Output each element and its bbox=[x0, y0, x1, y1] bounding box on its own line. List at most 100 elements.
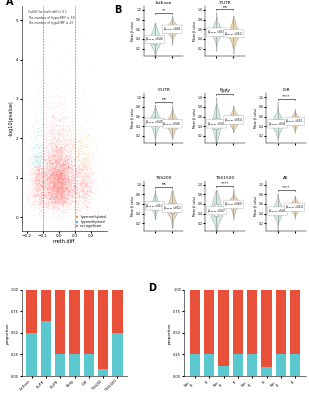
Point bbox=[83, 181, 88, 187]
Point bbox=[61, 167, 66, 173]
Point bbox=[51, 183, 56, 190]
Point bbox=[80, 202, 85, 209]
Point bbox=[54, 180, 59, 187]
Point bbox=[56, 136, 61, 143]
Point bbox=[63, 93, 68, 99]
Point bbox=[65, 186, 70, 192]
Point bbox=[82, 176, 87, 182]
Point bbox=[70, 120, 75, 127]
Point bbox=[57, 211, 62, 217]
Point bbox=[34, 157, 39, 163]
Point bbox=[48, 164, 53, 170]
Point bbox=[49, 179, 53, 185]
Point bbox=[51, 203, 56, 209]
Point bbox=[53, 199, 58, 205]
Point bbox=[80, 190, 85, 197]
Point bbox=[65, 156, 70, 162]
Point bbox=[30, 160, 35, 166]
Point bbox=[83, 174, 88, 180]
Point bbox=[51, 172, 56, 178]
Point bbox=[60, 155, 65, 161]
Point bbox=[62, 189, 67, 196]
Point bbox=[79, 160, 84, 166]
Point bbox=[30, 178, 35, 185]
Point bbox=[78, 180, 83, 186]
Point bbox=[70, 172, 75, 178]
Point bbox=[84, 153, 89, 160]
Point bbox=[52, 196, 57, 202]
Point bbox=[59, 172, 64, 178]
Point bbox=[85, 151, 90, 158]
Point bbox=[44, 183, 49, 190]
Point bbox=[32, 191, 37, 197]
Point bbox=[82, 191, 87, 198]
Point bbox=[87, 135, 92, 142]
Point bbox=[48, 192, 53, 198]
Point bbox=[36, 192, 41, 198]
Point bbox=[58, 188, 63, 194]
Point bbox=[53, 166, 58, 172]
Point bbox=[37, 159, 42, 166]
Point bbox=[86, 173, 91, 179]
Point bbox=[51, 202, 56, 208]
Point bbox=[52, 186, 57, 193]
Point bbox=[40, 116, 45, 122]
Point bbox=[90, 136, 95, 142]
Point bbox=[37, 177, 42, 184]
Point bbox=[54, 173, 59, 180]
Point bbox=[74, 178, 78, 185]
Point bbox=[48, 164, 53, 170]
Point bbox=[54, 157, 59, 164]
Point bbox=[47, 137, 52, 144]
Point bbox=[52, 186, 57, 192]
Point bbox=[53, 175, 57, 182]
Point bbox=[45, 179, 50, 185]
Point bbox=[82, 163, 87, 170]
Point bbox=[63, 194, 68, 201]
Point bbox=[65, 164, 70, 170]
Point bbox=[43, 62, 48, 69]
Point bbox=[55, 184, 60, 190]
Point bbox=[40, 156, 45, 163]
Point bbox=[49, 140, 53, 146]
Point bbox=[48, 172, 53, 178]
Point bbox=[55, 184, 60, 190]
Point bbox=[47, 190, 52, 197]
Point bbox=[56, 179, 61, 185]
Point bbox=[47, 141, 52, 147]
Point bbox=[47, 166, 52, 172]
Point bbox=[60, 170, 65, 177]
Point bbox=[56, 168, 61, 174]
Point bbox=[63, 192, 68, 199]
Point bbox=[63, 157, 68, 163]
Point bbox=[51, 180, 56, 186]
Point bbox=[64, 178, 69, 184]
Point bbox=[54, 153, 59, 160]
Point bbox=[59, 169, 64, 175]
Point bbox=[49, 174, 54, 180]
Point bbox=[91, 189, 96, 196]
Point bbox=[66, 178, 71, 184]
Point bbox=[56, 202, 61, 209]
Point bbox=[36, 181, 41, 188]
Point bbox=[55, 158, 60, 165]
Point bbox=[81, 160, 86, 167]
Point bbox=[85, 207, 90, 213]
Point bbox=[51, 159, 56, 166]
Point bbox=[63, 166, 68, 172]
Point bbox=[53, 136, 57, 142]
Point bbox=[52, 146, 57, 152]
Point bbox=[71, 198, 76, 204]
Point bbox=[87, 183, 91, 189]
Point bbox=[28, 201, 32, 207]
Point bbox=[80, 160, 85, 166]
Point bbox=[45, 160, 50, 167]
Point bbox=[57, 140, 61, 146]
Point bbox=[83, 196, 88, 202]
Point bbox=[36, 170, 41, 176]
Point bbox=[81, 88, 86, 94]
Point bbox=[42, 170, 47, 176]
Point bbox=[65, 210, 70, 216]
Point bbox=[49, 178, 53, 184]
Point bbox=[71, 180, 76, 187]
